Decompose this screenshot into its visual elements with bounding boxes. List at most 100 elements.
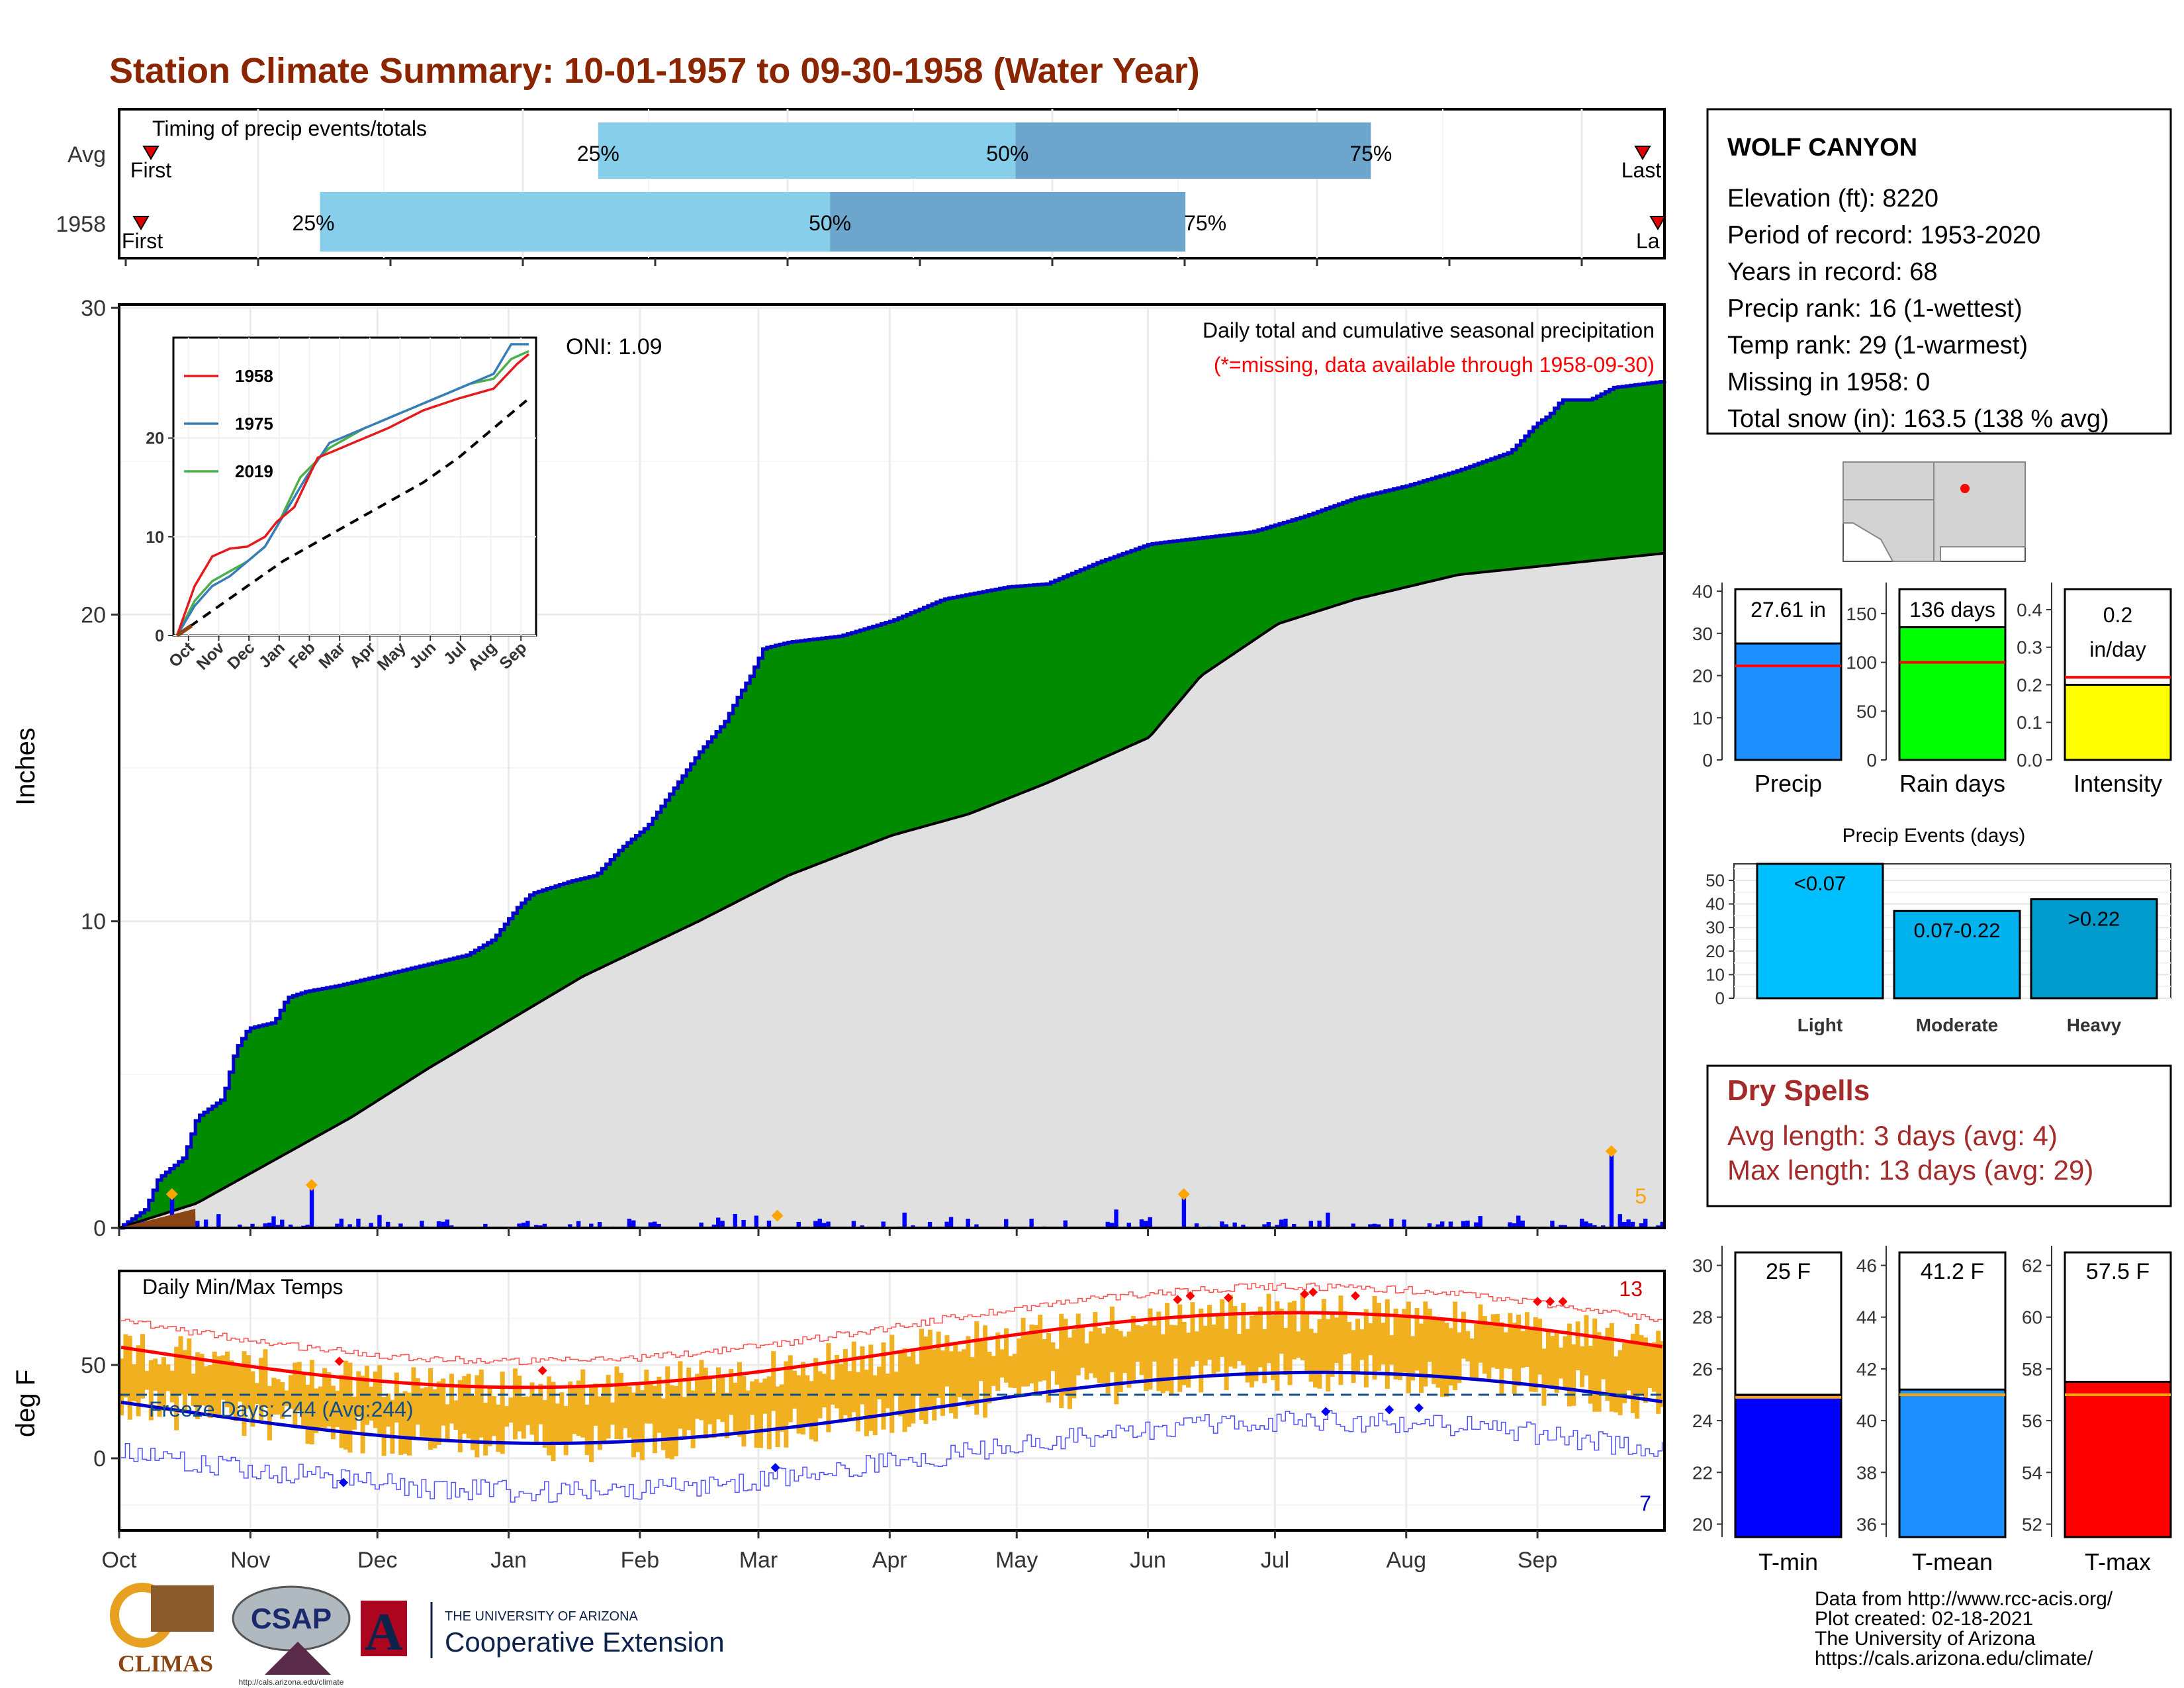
avg-q25-label: 25% (577, 142, 619, 165)
station-info-box: WOLF CANYON Elevation (ft): 8220 Period o… (1706, 108, 2172, 435)
station-info-line: Total snow (in): 163.5 (138 % avg) (1727, 405, 2109, 433)
avg-first-label: First (130, 158, 171, 182)
month-tick-label: Sep (1518, 1548, 1558, 1573)
avg-tmin-line (120, 1370, 1662, 1445)
record-low-marker (1414, 1403, 1424, 1413)
precip-event-label: Light (1797, 1015, 1843, 1035)
temp-summary-ytick: 24 (1692, 1411, 1713, 1431)
missing-note: (*=missing, data available through 1958-… (1214, 353, 1655, 377)
month-tick-label: Feb (621, 1548, 660, 1573)
precip-event-bar (1756, 863, 1884, 1000)
oni-label: ONI: 1.09 (566, 334, 662, 359)
precip-event-bar (1893, 910, 2021, 1000)
station-info-line: Elevation (ft): 8220 (1727, 185, 1938, 212)
y1958-last-label: La (1636, 229, 1660, 253)
month-tick-label: Aug (1387, 1548, 1427, 1573)
temp-summary-value: 57.5 F (2086, 1259, 2150, 1284)
y1958-q50-label: 50% (809, 211, 851, 235)
ua-small-text: THE UNIVERSITY OF ARIZONA (445, 1609, 639, 1624)
svg-text:A: A (365, 1603, 403, 1662)
avg-cumulative-line (118, 551, 1665, 1229)
events-ytick: 40 (1706, 894, 1725, 914)
record-high-marker (1173, 1295, 1183, 1305)
precip-event-range: >0.22 (2068, 907, 2120, 930)
precip-event-range: <0.07 (1794, 872, 1846, 895)
record-high-marker (1351, 1291, 1360, 1301)
summary-bar-label: Rain days (1899, 770, 2005, 797)
temp-summary-label: T-max (2085, 1548, 2151, 1575)
daily-max-marker (1605, 1145, 1617, 1158)
summary-bar-ytick: 0.4 (2017, 600, 2042, 620)
daily-max-marker (771, 1209, 784, 1222)
footer-line: The University of Arizona (1815, 1628, 2036, 1650)
summary-bar-value: 0.2 (2103, 603, 2132, 627)
temp-summary-ytick: 52 (2022, 1514, 2042, 1534)
avg-q50-q75-bar (1015, 122, 1371, 179)
y1958-last-marker (1649, 216, 1666, 230)
summary-bar-label: Precip (1754, 770, 1822, 797)
avg-last-marker (1634, 146, 1651, 160)
month-tick-label: Oct (102, 1548, 137, 1573)
inset-ytick: 20 (146, 430, 164, 448)
record-low-marker (1385, 1405, 1394, 1415)
surplus-area (119, 381, 1664, 1229)
temp-summary-ytick: 40 (1856, 1411, 1877, 1431)
precip-count-label: 5 (1635, 1184, 1647, 1208)
month-tick-label: Jul (1261, 1548, 1289, 1573)
inset-line-1975 (175, 343, 529, 636)
footer-line: Plot created: 02-18-2021 (1815, 1608, 2033, 1630)
row-label-1958: 1958 (56, 212, 106, 237)
events-ytick: 50 (1706, 870, 1725, 890)
temp-summary-ytick: 42 (1856, 1359, 1877, 1380)
csap-logo-text: CSAP (251, 1603, 332, 1635)
summary-bar-value: 136 days (1909, 598, 1995, 622)
record-high-marker (1558, 1297, 1568, 1307)
events-ytick: 0 (1715, 988, 1725, 1008)
summary-bar-ytick: 30 (1692, 624, 1713, 644)
temp-summary-ytick: 38 (1856, 1462, 1877, 1483)
summary-bar-ytick: 20 (1692, 666, 1713, 686)
dry-spells-avg: Avg length: 3 days (avg: 4) (1727, 1120, 2058, 1151)
month-tick-label: Jan (490, 1548, 527, 1573)
precip-panel: 0 10 20 30 Inches ONI: 1.09 Daily total and… (11, 296, 1666, 1241)
avg-q50-label: 50% (986, 142, 1028, 165)
temp-summary-value: 41.2 F (1921, 1259, 1984, 1284)
temp-summary-bar-fill (1898, 1388, 2007, 1538)
ua-big-text: Cooperative Extension (445, 1626, 725, 1658)
precip-event-range: 0.07-0.22 (1914, 919, 2001, 942)
temp-summary-ytick: 54 (2022, 1462, 2042, 1483)
temp-summary-ytick: 22 (1692, 1462, 1713, 1483)
temp-summary-ytick: 46 (1856, 1256, 1877, 1276)
record-high-count: 13 (1619, 1277, 1643, 1301)
precip-ytick: 20 (81, 602, 106, 628)
record-low-marker (770, 1463, 780, 1473)
temp-summary-ytick: 56 (2022, 1411, 2042, 1431)
inset-line-1958 (175, 353, 530, 636)
inset-legend-label: 1958 (235, 366, 273, 386)
inset-ytick: 10 (146, 528, 164, 547)
temp-summary-ytick: 60 (2022, 1307, 2042, 1328)
temp-summary-ytick: 28 (1692, 1307, 1713, 1328)
precip-ytick: 30 (81, 296, 106, 321)
freeze-days-label: Freeze Days: 244 (Avg:244) (149, 1397, 414, 1421)
record-high-marker (1308, 1288, 1318, 1297)
precip-event-bar (2030, 898, 2158, 1000)
summary-bar-ytick: 0 (1702, 750, 1713, 771)
temp-summary-bar-fill (1734, 1393, 1843, 1538)
month-tick-label: Nov (230, 1548, 270, 1573)
precip-events-title: Precip Events (days) (1843, 825, 2026, 847)
temp-panel: Daily Min/Max Temps Freeze Days: 244 (Av… (11, 1228, 1666, 1573)
temp-summary-bar-fill (2064, 1380, 2172, 1538)
avg-q25-q50-bar (598, 122, 1016, 179)
station-location-dot (1960, 484, 1970, 493)
station-info-line: Years in record: 68 (1727, 258, 1938, 286)
dry-spells-box: Dry Spells Avg length: 3 days (avg: 4) M… (1706, 1064, 2172, 1207)
avg-q75-label: 75% (1349, 142, 1392, 165)
annual-summary-bars: 0 10 20 30 40 Precip 27.61 in 0 50 100 150 Rain day… (1692, 581, 2172, 797)
temp-ytick-50: 50 (81, 1353, 106, 1378)
record-high-marker (1545, 1297, 1555, 1307)
summary-bar-value: 27.61 in (1751, 598, 1826, 622)
y1958-q50-q75-bar (830, 192, 1186, 252)
